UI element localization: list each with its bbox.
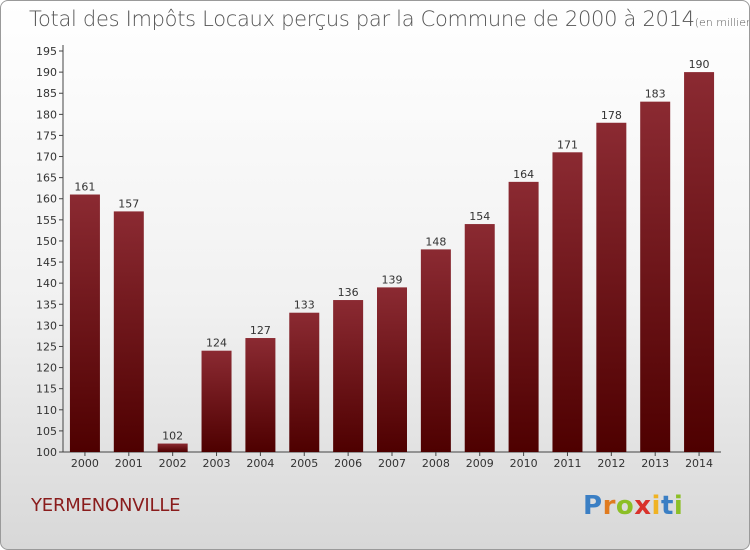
logo-letter: i bbox=[673, 491, 684, 521]
bar bbox=[508, 181, 539, 452]
bar bbox=[289, 312, 320, 452]
bar bbox=[113, 211, 144, 452]
y-tick-label: 165 bbox=[36, 172, 57, 185]
bar-value-label: 139 bbox=[382, 273, 403, 286]
chart-title: Total des Impôts Locaux perçus par la Co… bbox=[29, 7, 749, 31]
x-tick-label: 2006 bbox=[334, 457, 362, 470]
logo-letter: r bbox=[602, 491, 616, 521]
y-tick-label: 100 bbox=[36, 446, 57, 459]
logo-letter: P bbox=[583, 491, 603, 521]
bar bbox=[245, 338, 276, 452]
x-tick-label: 2011 bbox=[553, 457, 581, 470]
logo-letter: t bbox=[660, 491, 674, 521]
x-tick-label: 2010 bbox=[510, 457, 538, 470]
bar bbox=[377, 287, 407, 452]
proxiti-logo: Proxiti bbox=[583, 491, 683, 521]
y-tick-label: 155 bbox=[36, 214, 57, 227]
y-tick-label: 195 bbox=[36, 45, 57, 58]
x-tick-label: 2012 bbox=[597, 457, 625, 470]
bar-value-label: 102 bbox=[162, 430, 183, 443]
x-tick-label: 2008 bbox=[422, 457, 450, 470]
y-tick-label: 170 bbox=[36, 151, 57, 164]
x-tick-label: 2000 bbox=[71, 457, 99, 470]
x-tick-label: 2014 bbox=[685, 457, 713, 470]
bar-value-label: 164 bbox=[513, 168, 534, 181]
bar-value-label: 148 bbox=[425, 235, 446, 248]
x-tick-label: 2013 bbox=[641, 457, 669, 470]
x-tick-label: 2005 bbox=[290, 457, 318, 470]
y-tick-label: 185 bbox=[36, 87, 57, 100]
x-tick-label: 2004 bbox=[246, 457, 274, 470]
y-tick-label: 125 bbox=[36, 340, 57, 353]
x-tick-label: 2002 bbox=[159, 457, 187, 470]
bar bbox=[333, 300, 364, 452]
y-tick-label: 110 bbox=[36, 404, 57, 417]
y-tick-label: 160 bbox=[36, 193, 57, 206]
bar bbox=[157, 443, 188, 452]
y-tick-label: 190 bbox=[36, 66, 57, 79]
bar-value-label: 190 bbox=[689, 58, 710, 71]
logo-letter: o bbox=[615, 491, 635, 521]
bar-value-label: 127 bbox=[250, 324, 271, 337]
bar-value-label: 161 bbox=[74, 181, 95, 194]
bar-value-label: 124 bbox=[206, 337, 227, 350]
x-tick-label: 2001 bbox=[115, 457, 143, 470]
bar bbox=[464, 224, 495, 452]
bar bbox=[201, 350, 232, 452]
commune-name: YERMENONVILLE bbox=[31, 495, 181, 516]
bar bbox=[552, 152, 583, 452]
bar bbox=[640, 101, 671, 452]
logo-letter: x bbox=[634, 491, 652, 521]
bar-value-label: 154 bbox=[469, 210, 490, 223]
y-tick-label: 105 bbox=[36, 425, 57, 438]
bar-value-label: 183 bbox=[645, 88, 666, 101]
bar-value-label: 178 bbox=[601, 109, 622, 122]
x-tick-label: 2003 bbox=[203, 457, 231, 470]
bar bbox=[684, 72, 715, 453]
y-tick-label: 145 bbox=[36, 256, 57, 269]
bar bbox=[69, 194, 100, 452]
bar-value-label: 171 bbox=[557, 138, 578, 151]
bar-value-label: 133 bbox=[294, 299, 315, 312]
logo-letter: i bbox=[651, 491, 661, 521]
y-tick-label: 140 bbox=[36, 277, 57, 290]
y-tick-label: 130 bbox=[36, 319, 57, 332]
unit-label: (en milliers d'€) bbox=[694, 16, 749, 29]
bar-value-label: 136 bbox=[338, 286, 359, 299]
y-tick-label: 180 bbox=[36, 108, 57, 121]
bar bbox=[420, 249, 451, 452]
y-tick-label: 120 bbox=[36, 362, 57, 375]
y-tick-label: 115 bbox=[36, 383, 57, 396]
y-tick-label: 175 bbox=[36, 129, 57, 142]
bar-value-label: 157 bbox=[118, 197, 139, 210]
y-tick-label: 135 bbox=[36, 298, 57, 311]
y-tick-label: 150 bbox=[36, 235, 57, 248]
title-text: Total des Impôts Locaux perçus par la Co… bbox=[29, 7, 695, 31]
bar bbox=[596, 122, 627, 452]
x-tick-label: 2009 bbox=[466, 457, 494, 470]
x-tick-label: 2007 bbox=[378, 457, 406, 470]
